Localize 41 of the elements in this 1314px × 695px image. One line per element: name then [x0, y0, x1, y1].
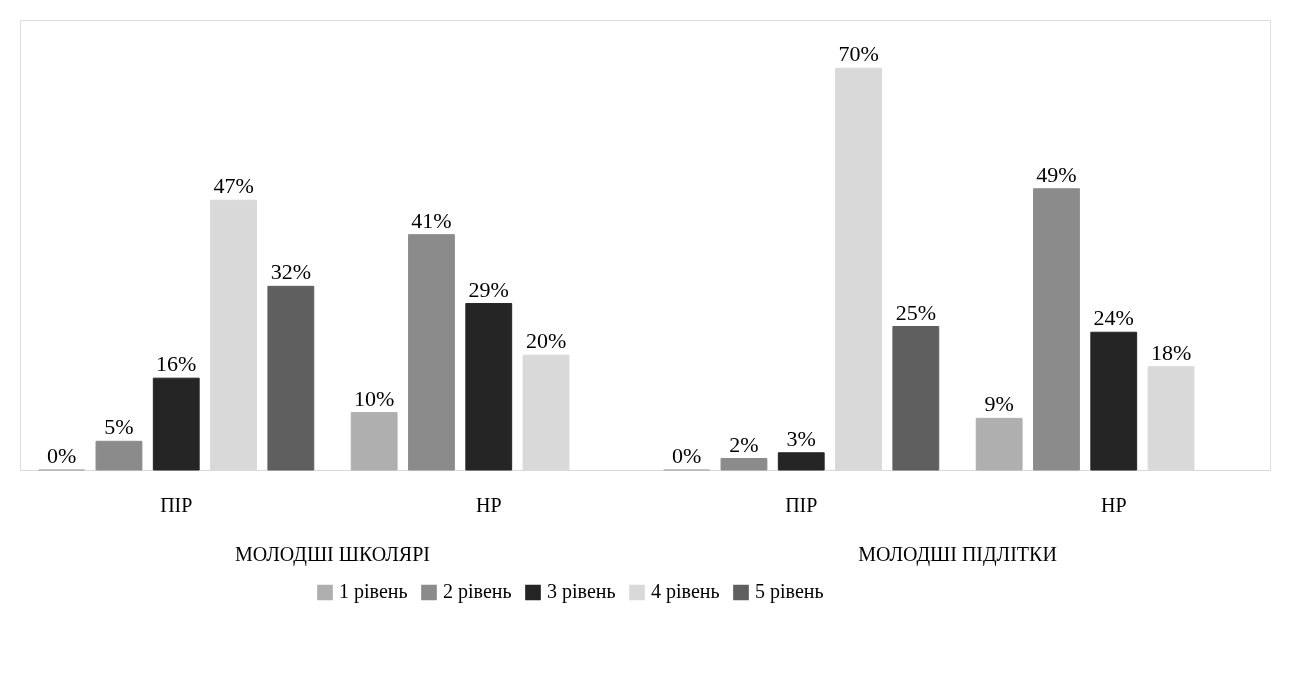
- text: МОЛОДШІ ШКОЛЯРІ: [235, 543, 430, 566]
- x-tick-label: ПІР: [785, 493, 818, 516]
- data-label: 10%: [354, 385, 395, 411]
- data-label: 9%: [984, 391, 1014, 417]
- bar: [892, 326, 940, 471]
- data-label: 47%: [213, 173, 254, 199]
- bar: [1090, 331, 1138, 471]
- data-label: 0%: [47, 443, 77, 468]
- bar: [720, 458, 768, 471]
- bar: [267, 285, 315, 471]
- bar: [350, 412, 398, 471]
- bar: [95, 440, 143, 471]
- data-label: 70%: [838, 41, 879, 67]
- data-label: 29%: [468, 276, 509, 302]
- bar: [777, 452, 825, 471]
- data-label: 16%: [156, 351, 197, 377]
- legend-label: 1 рівень: [339, 580, 408, 604]
- data-label: 2%: [729, 431, 759, 457]
- x-tick-label: ПІР: [160, 493, 193, 516]
- legend-label: 3 рівень: [547, 580, 616, 604]
- text: МОЛОДШІ ПІДЛІТКИ: [858, 543, 1057, 566]
- data-label: 20%: [525, 328, 567, 354]
- data-label: 0%: [672, 443, 702, 468]
- bar: [465, 303, 513, 471]
- data-label: 25%: [895, 299, 936, 325]
- data-label: 18%: [1150, 339, 1192, 365]
- bar: [1033, 188, 1080, 471]
- data-label: 49%: [1036, 161, 1077, 187]
- x-tick-label: НР: [1100, 493, 1127, 516]
- data-label: 3%: [786, 425, 816, 451]
- legend-label: 2 рівень: [443, 580, 512, 604]
- data-label: 41%: [411, 207, 452, 233]
- data-label: 5%: [104, 414, 134, 440]
- data-label: 32%: [270, 259, 311, 285]
- bar: [152, 377, 200, 471]
- legend-label: 4 рівень: [651, 580, 720, 604]
- x-tick-label: НР: [475, 493, 502, 516]
- bar: [408, 234, 455, 471]
- legend-label: 5 рівень: [755, 580, 824, 604]
- bar: [975, 417, 1023, 471]
- data-label: 24%: [1093, 305, 1134, 331]
